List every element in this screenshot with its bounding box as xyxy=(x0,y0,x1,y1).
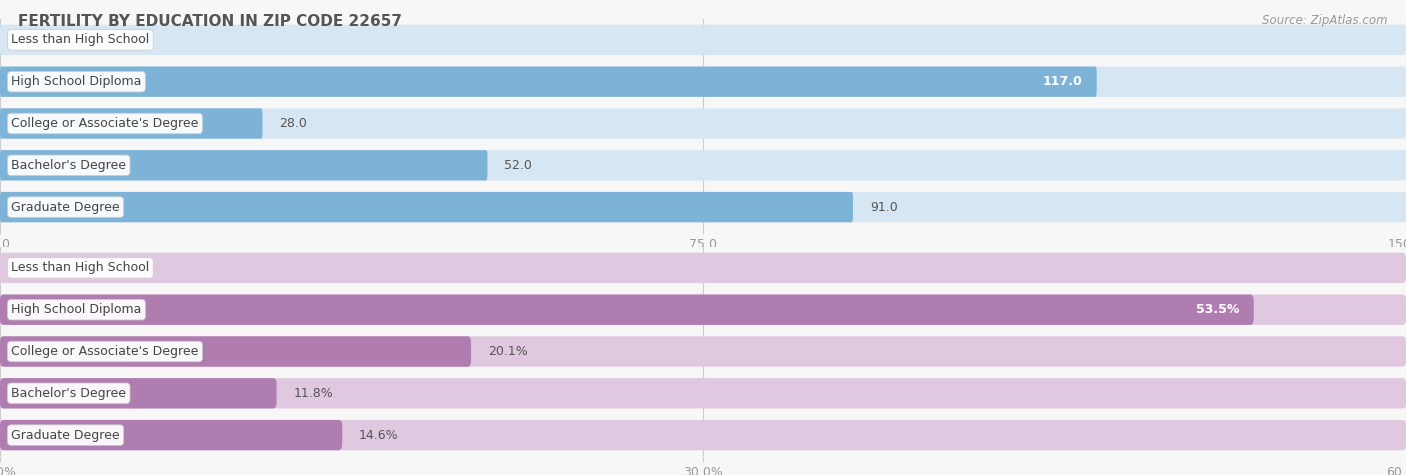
FancyBboxPatch shape xyxy=(0,294,1254,325)
FancyBboxPatch shape xyxy=(0,420,342,450)
Text: FERTILITY BY EDUCATION IN ZIP CODE 22657: FERTILITY BY EDUCATION IN ZIP CODE 22657 xyxy=(18,14,402,29)
FancyBboxPatch shape xyxy=(0,150,1406,180)
FancyBboxPatch shape xyxy=(0,108,1406,139)
Text: Graduate Degree: Graduate Degree xyxy=(11,200,120,214)
Text: 52.0: 52.0 xyxy=(505,159,531,172)
FancyBboxPatch shape xyxy=(0,25,1406,55)
Text: Source: ZipAtlas.com: Source: ZipAtlas.com xyxy=(1263,14,1388,27)
Text: Bachelor's Degree: Bachelor's Degree xyxy=(11,159,127,172)
Text: Graduate Degree: Graduate Degree xyxy=(11,428,120,442)
Text: Less than High School: Less than High School xyxy=(11,33,149,47)
FancyBboxPatch shape xyxy=(0,192,853,222)
FancyBboxPatch shape xyxy=(0,378,1406,408)
Text: 28.0: 28.0 xyxy=(280,117,307,130)
FancyBboxPatch shape xyxy=(0,294,1406,325)
Text: 117.0: 117.0 xyxy=(1043,75,1083,88)
Text: High School Diploma: High School Diploma xyxy=(11,75,142,88)
FancyBboxPatch shape xyxy=(0,378,277,408)
Text: 20.1%: 20.1% xyxy=(488,345,527,358)
FancyBboxPatch shape xyxy=(0,336,471,367)
Text: College or Associate's Degree: College or Associate's Degree xyxy=(11,117,198,130)
Text: 14.6%: 14.6% xyxy=(359,428,399,442)
FancyBboxPatch shape xyxy=(0,66,1097,97)
Text: Bachelor's Degree: Bachelor's Degree xyxy=(11,387,127,400)
Text: 91.0: 91.0 xyxy=(870,200,897,214)
Text: 53.5%: 53.5% xyxy=(1197,303,1240,316)
FancyBboxPatch shape xyxy=(0,192,1406,222)
FancyBboxPatch shape xyxy=(0,420,1406,450)
FancyBboxPatch shape xyxy=(0,336,1406,367)
Text: High School Diploma: High School Diploma xyxy=(11,303,142,316)
FancyBboxPatch shape xyxy=(0,108,263,139)
Text: 0.0%: 0.0% xyxy=(17,261,49,275)
FancyBboxPatch shape xyxy=(0,150,488,180)
Text: 0.0: 0.0 xyxy=(17,33,37,47)
Text: College or Associate's Degree: College or Associate's Degree xyxy=(11,345,198,358)
Text: Less than High School: Less than High School xyxy=(11,261,149,275)
Text: 11.8%: 11.8% xyxy=(294,387,333,400)
FancyBboxPatch shape xyxy=(0,253,1406,283)
FancyBboxPatch shape xyxy=(0,66,1406,97)
